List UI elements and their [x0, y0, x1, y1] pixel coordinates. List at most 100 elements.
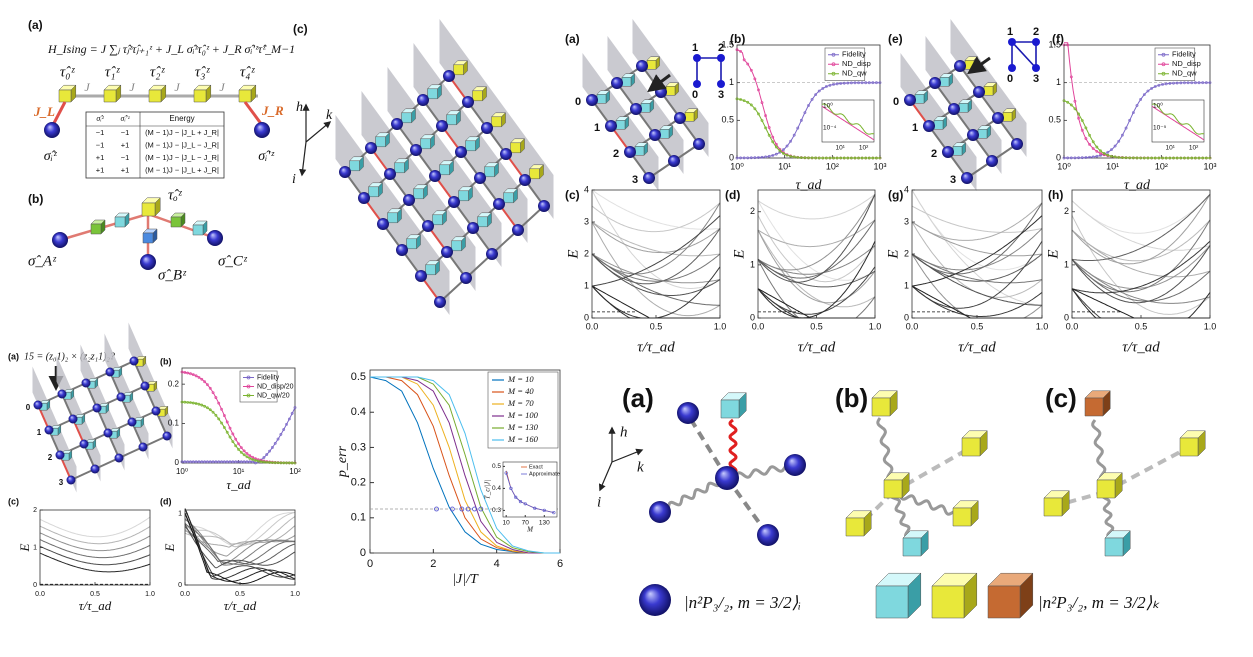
label: 4 [584, 184, 589, 194]
atom [448, 196, 460, 208]
curve-dot [760, 101, 764, 105]
label: M [526, 526, 534, 534]
legend-box [487, 371, 559, 449]
atom [410, 144, 422, 156]
graph-node [1032, 38, 1040, 46]
label: E [17, 543, 32, 552]
atom [396, 244, 408, 256]
atom [942, 146, 954, 158]
curve-dot [206, 383, 209, 387]
curve-dot [878, 156, 882, 160]
atom [443, 70, 455, 82]
cube-front [368, 186, 379, 198]
curve-dot [1204, 156, 1208, 160]
curve-dot [799, 156, 803, 159]
label: 0.5 [1135, 321, 1148, 331]
atom [254, 122, 270, 138]
cube-front [453, 64, 464, 76]
atom [715, 466, 739, 490]
label: (M − 1)J − |J_L + J_R| [145, 128, 219, 137]
label: τ̂₀ᶻ [60, 64, 76, 80]
atom [954, 60, 966, 72]
curve-dot [1077, 116, 1081, 120]
graph-node [717, 80, 725, 88]
atom [434, 296, 446, 308]
label: 0.5 [492, 463, 501, 470]
label: (b) [160, 356, 172, 366]
curve [591, 253, 721, 296]
atom [462, 96, 474, 108]
label: 2 [750, 206, 755, 216]
cube-front [621, 77, 632, 87]
atom [339, 166, 351, 178]
curve [184, 526, 296, 565]
curve-dot [1183, 81, 1186, 85]
label: σ̂_Cᶻ [218, 253, 248, 269]
crossing-marker [449, 506, 455, 512]
curve-dot [186, 460, 190, 464]
cube-front [420, 138, 431, 150]
atom [467, 222, 479, 234]
label: τ/τ_ad [224, 598, 257, 613]
curve-dot [1139, 156, 1143, 160]
curve-dot [282, 461, 286, 465]
curve [757, 258, 876, 288]
curve-dot [285, 423, 288, 426]
inset-point [552, 510, 556, 515]
curve-dot [1194, 81, 1197, 85]
curve-dot [1201, 156, 1205, 160]
curve [39, 539, 151, 559]
curve-dot [860, 156, 864, 160]
label: τ/τ_ad [958, 339, 996, 355]
graph-node [693, 80, 701, 88]
curve-dot [771, 135, 775, 139]
curve [184, 516, 296, 545]
label: 3 [1033, 73, 1039, 85]
cube-front [1096, 479, 1116, 499]
inset-point [509, 486, 513, 491]
atom [114, 453, 124, 463]
arrow [598, 461, 613, 492]
curve-dot [183, 400, 187, 404]
curve-dot [245, 452, 249, 455]
label: σ̂_Aᶻ [28, 253, 57, 269]
curve-dot [194, 460, 198, 464]
arrow [611, 448, 644, 463]
cube-front [103, 89, 117, 103]
curve-dot [183, 371, 187, 374]
curve [757, 229, 876, 304]
label: |n²P₃/₂, m = 3/2⟩ₖ [1038, 593, 1160, 612]
curve-dot [265, 460, 269, 464]
label: (b) [835, 383, 868, 413]
inset-line [505, 472, 554, 513]
curve-dot [767, 133, 771, 137]
curve-dot [871, 81, 875, 85]
label: σ̂_Bᶻ [158, 267, 187, 283]
cube-front [902, 537, 922, 557]
curve-dot [742, 99, 746, 102]
curve-dot [749, 156, 753, 160]
curve-dot [1077, 156, 1081, 160]
label: 1 [178, 511, 182, 518]
curve-dot [228, 435, 232, 439]
curve-dot [189, 401, 192, 405]
atom [639, 584, 671, 616]
curve-dot [746, 156, 750, 160]
cube-front [406, 238, 417, 250]
curve-dot [1139, 98, 1143, 101]
label: (M − 1)J − |J_L + J_R| [145, 165, 219, 174]
label: M = 70 [507, 398, 534, 408]
curve-dot [1073, 107, 1077, 111]
curve-dot [1135, 156, 1139, 160]
curve-dot [1150, 156, 1154, 160]
label: 0 [175, 458, 180, 467]
curve [1071, 245, 1211, 304]
label: ND_qw [1172, 69, 1197, 78]
curve-dot [1164, 82, 1168, 86]
cube-front [90, 223, 102, 235]
curve-dot [792, 133, 796, 137]
atom [384, 168, 396, 180]
cube-front [596, 94, 607, 104]
label: (b) [730, 32, 745, 46]
curve-dot [1131, 111, 1135, 114]
